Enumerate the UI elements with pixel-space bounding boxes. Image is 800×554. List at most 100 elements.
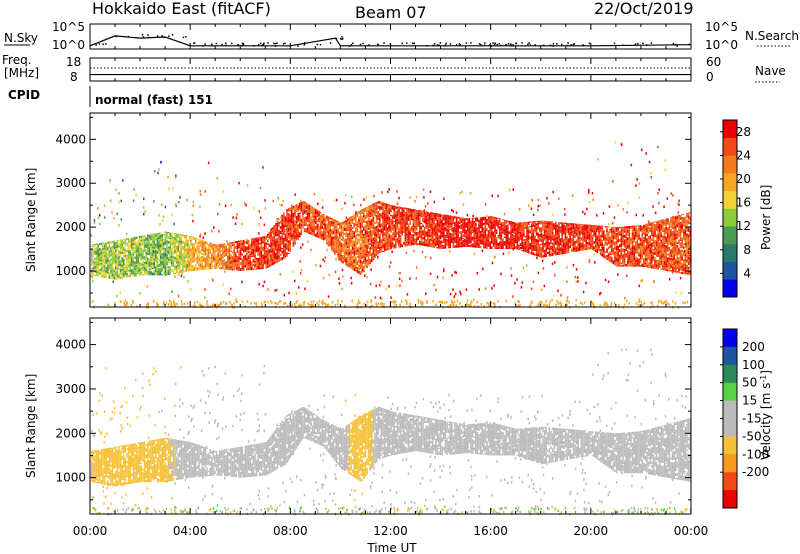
echo-cell [267, 260, 269, 262]
echo-cell [339, 258, 341, 261]
echo-cell [267, 243, 269, 245]
echo-cell [279, 239, 282, 242]
echo-cell [279, 236, 282, 240]
echo-cell [393, 229, 395, 232]
echo-cell [607, 258, 610, 261]
echo-cell [351, 249, 354, 253]
echo-cell [214, 263, 216, 267]
echo-cell [351, 218, 354, 222]
echo-cell [143, 269, 146, 273]
nsky-point [478, 43, 481, 45]
echo-cell [479, 239, 482, 243]
echo-cell [335, 244, 338, 246]
echo-cell [275, 243, 277, 248]
echo-cell [289, 243, 291, 246]
echo-cell [151, 255, 154, 259]
echo-cell [540, 233, 543, 236]
echo-cell [411, 235, 413, 237]
echo-cell [287, 214, 290, 216]
echo-cell [366, 226, 368, 230]
echo-cell [566, 222, 568, 224]
echo-cell [500, 222, 503, 224]
nsky-point [156, 35, 159, 37]
echo-cell [511, 224, 514, 226]
echo-cell [459, 221, 461, 223]
echo-cell [139, 255, 141, 258]
echo-cell [596, 226, 599, 230]
echo-cell [497, 217, 499, 219]
echo-cell [374, 228, 376, 232]
echo-cell [121, 242, 123, 245]
echo-cell [177, 259, 179, 262]
echo-cell [356, 246, 359, 249]
echo-cell [377, 253, 379, 255]
echo-cell [401, 208, 403, 210]
echo-cell [579, 250, 581, 252]
echo-cell [179, 243, 181, 245]
nsky-point [507, 43, 510, 45]
echo-cell [150, 261, 152, 266]
echo-cell [425, 243, 427, 247]
echo-cell [276, 242, 279, 246]
echo-cell [484, 220, 487, 223]
echo-cell [103, 275, 106, 278]
echo-cell [591, 225, 594, 227]
echo-cell [579, 231, 581, 234]
echo-cell [351, 234, 354, 238]
echo-cell [439, 213, 442, 218]
echo-cell [433, 235, 435, 237]
echo-cell [198, 267, 200, 271]
echo-cell [251, 238, 253, 241]
echo-cell [380, 239, 383, 241]
echo-cell [571, 239, 573, 242]
echo-cell [183, 270, 186, 273]
echo-cell [94, 245, 96, 247]
echo-cell [340, 249, 343, 253]
echo-cell [527, 230, 530, 233]
echo-cell [543, 252, 546, 254]
echo-cell [388, 223, 391, 225]
echo-cell [140, 257, 143, 261]
echo-cell [191, 249, 194, 253]
echo-cell [300, 232, 303, 235]
echo-cell [447, 226, 450, 228]
echo-cell [350, 218, 352, 222]
echo-cell [190, 237, 192, 240]
echo-cell [187, 260, 189, 264]
echo-cell [383, 202, 386, 206]
echo-cell [121, 263, 123, 265]
echo-cell [94, 259, 96, 262]
echo-cell [599, 229, 602, 231]
echo-cell [425, 211, 427, 213]
echo-cell [318, 237, 320, 239]
echo-cell [270, 260, 272, 264]
echo-cell [335, 233, 338, 235]
echo-cell [409, 229, 411, 232]
echo-cell [574, 244, 576, 247]
echo-cell [561, 250, 563, 253]
echo-cell [222, 248, 224, 252]
echo-cell [491, 216, 493, 220]
echo-cell [364, 246, 367, 249]
echo-cell [419, 225, 421, 228]
echo-cell [151, 233, 154, 235]
echo-cell [115, 255, 117, 258]
echo-cell [342, 224, 344, 226]
echo-cell [332, 220, 335, 222]
echo-cell [289, 239, 291, 243]
echo-cell [411, 237, 413, 240]
echo-cell [494, 237, 496, 241]
echo-cell [527, 239, 530, 241]
echo-cell [516, 226, 519, 228]
echo-cell [463, 218, 466, 219]
echo-cell [111, 253, 114, 255]
echo-cell [374, 207, 376, 210]
echo-cell [423, 217, 426, 220]
echo-cell [358, 246, 360, 248]
echo-cell [574, 233, 576, 235]
echo-cell [462, 222, 464, 226]
echo-cell [580, 237, 583, 240]
echo-cell [393, 209, 395, 211]
echo-cell [383, 243, 386, 247]
echo-cell [367, 216, 370, 218]
